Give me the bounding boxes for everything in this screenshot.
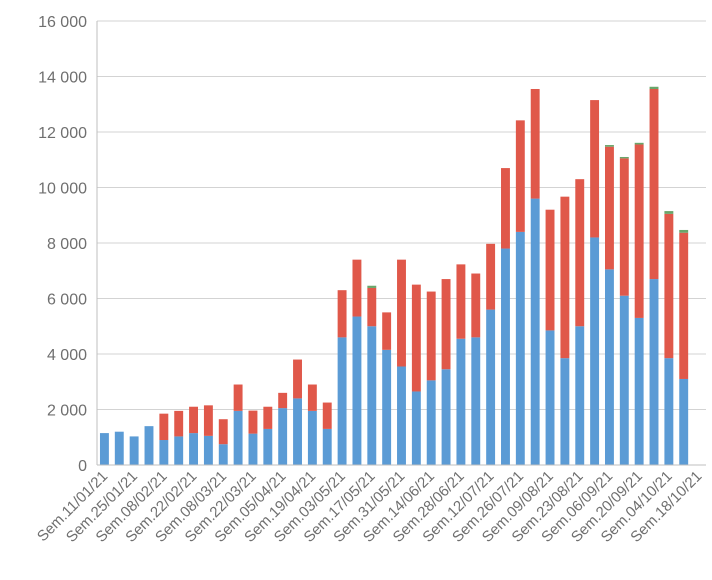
bar-segment [619, 158, 629, 296]
bar-segment [679, 232, 689, 379]
bar-segment [515, 120, 525, 232]
bar-segment [411, 391, 421, 465]
bar-segment [189, 433, 198, 465]
bar-segment [278, 408, 288, 465]
bar-segment [471, 273, 481, 338]
bar-segment [649, 88, 659, 280]
bar-segment [367, 326, 377, 465]
bar-segment [293, 398, 302, 465]
bar-segment [590, 237, 600, 465]
bar-segment [397, 259, 406, 367]
bar-segment [456, 264, 466, 339]
bar-segment [605, 269, 614, 465]
bar-segment [575, 179, 585, 327]
bar-segment [560, 358, 570, 465]
bar-segment [426, 291, 436, 381]
bar-segment [649, 279, 659, 465]
y-tick-label: 10 000 [38, 181, 87, 198]
y-tick-labels: 0 2 000 4 000 6 000 8 000 10 000 12 000 14 000 1… [38, 14, 87, 475]
bar-segment [530, 198, 540, 465]
bar-segment [545, 330, 555, 465]
bar-segment [159, 413, 169, 441]
bar-segment [352, 316, 362, 465]
bar-segment [382, 349, 392, 465]
bar-segment [634, 317, 644, 465]
bar-segment [471, 337, 481, 465]
bar-segment [278, 392, 288, 409]
bar-segment [575, 326, 585, 465]
bar-segment [114, 431, 124, 465]
bar-segment [203, 405, 213, 436]
axes [96, 21, 706, 466]
bar-segment [560, 196, 570, 359]
bars [99, 86, 689, 465]
bar-segment [619, 156, 629, 159]
bar-segment [426, 380, 436, 465]
bar-segment [352, 259, 362, 317]
bar-segment [649, 86, 659, 89]
bar-segment [530, 88, 540, 199]
bar-segment [619, 295, 629, 465]
bar-segment [174, 436, 184, 465]
bar-segment [545, 209, 555, 331]
bar-segment [233, 410, 243, 465]
bar-segment [456, 338, 466, 465]
y-tick-label: 6 000 [47, 292, 87, 309]
bar-segment [590, 100, 600, 238]
bar-segment [664, 213, 674, 359]
y-tick-label: 2 000 [47, 403, 87, 420]
bar-segment [218, 419, 228, 445]
bar-segment [99, 433, 109, 465]
bar-segment [515, 231, 525, 465]
bar-segment [679, 229, 689, 233]
bar-segment [203, 435, 213, 465]
bar-segment [129, 436, 139, 465]
bar-segment [307, 384, 317, 411]
bar-segment [486, 243, 496, 310]
bar-segment [634, 142, 644, 145]
bar-segment [664, 211, 674, 214]
bar-segment [411, 284, 421, 392]
bar-segment [322, 402, 332, 429]
bar-segment [159, 440, 169, 465]
bar-segment [367, 285, 377, 288]
bar-segment [501, 168, 510, 249]
bar-segment [337, 290, 347, 338]
y-tick-label: 14 000 [38, 70, 87, 87]
bar-segment [501, 248, 510, 465]
y-tick-label: 16 000 [38, 14, 87, 31]
bar-segment [174, 410, 184, 437]
bar-segment [233, 384, 243, 411]
bar-segment [634, 144, 644, 318]
bar-segment [337, 337, 347, 465]
bar-segment [218, 444, 228, 465]
bar-segment [605, 146, 614, 270]
bar-segment [189, 406, 198, 434]
bar-segment [441, 369, 451, 465]
bar-segment [486, 309, 496, 465]
bar-segment [307, 410, 317, 465]
bar-segment [263, 428, 273, 465]
y-tick-label: 12 000 [38, 125, 87, 142]
y-tick-label: 0 [78, 458, 87, 475]
bar-segment [293, 359, 302, 399]
bar-segment [322, 428, 332, 465]
y-tick-label: 4 000 [47, 347, 87, 364]
bar-segment [605, 145, 614, 147]
bar-segment [397, 366, 406, 465]
x-tick-labels: Sem.11/01/21Sem.25/01/21Sem.08/02/21Sem.… [34, 468, 705, 546]
y-tick-label: 8 000 [47, 236, 87, 253]
bar-segment [263, 406, 273, 429]
bar-segment [367, 287, 377, 327]
bar-segment [664, 358, 674, 465]
bar-segment [144, 426, 154, 465]
bar-segment [679, 378, 689, 465]
bar-segment [248, 433, 258, 465]
bar-segment [248, 410, 258, 434]
bar-segment [441, 279, 451, 370]
bar-segment [382, 312, 392, 350]
